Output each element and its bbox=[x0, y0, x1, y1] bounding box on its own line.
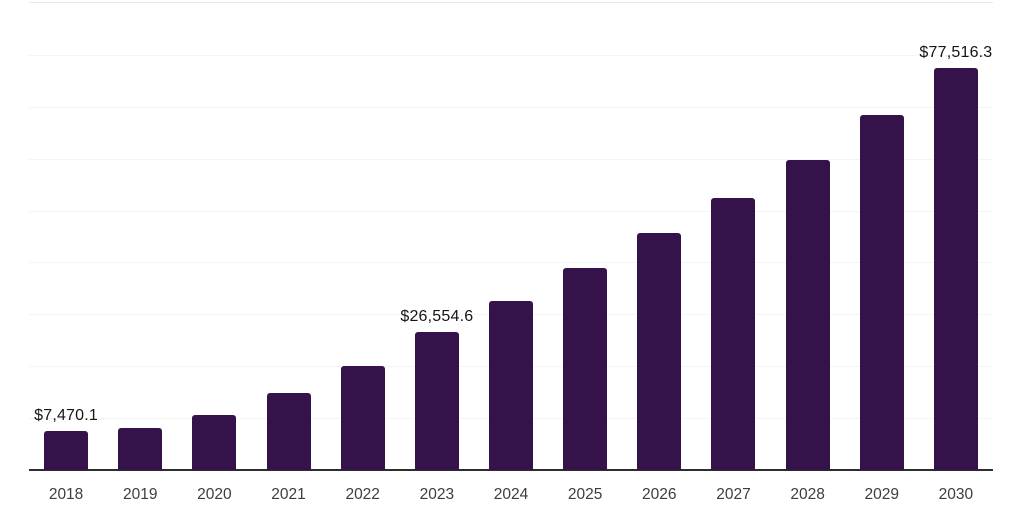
x-tick-label-2024: 2024 bbox=[493, 486, 529, 503]
x-tick-label-2018: 2018 bbox=[48, 486, 84, 503]
gridline bbox=[29, 210, 993, 212]
bar-2022 bbox=[340, 366, 385, 470]
x-tick-label-2030: 2030 bbox=[938, 486, 974, 503]
x-tick-label-2028: 2028 bbox=[790, 486, 825, 503]
x-tick-label-2021: 2021 bbox=[271, 486, 306, 503]
x-tick-label-2027: 2027 bbox=[716, 486, 751, 503]
gridline bbox=[29, 54, 993, 56]
gridline bbox=[29, 158, 993, 160]
bar-value-label-2023: $26,554.6 bbox=[400, 308, 474, 326]
bar-2027 bbox=[711, 197, 756, 470]
gridline bbox=[29, 106, 993, 108]
bar-value-label-2018: $7,470.1 bbox=[34, 407, 99, 425]
x-tick-label-2022: 2022 bbox=[345, 486, 380, 503]
gridline bbox=[29, 262, 993, 264]
bar-2020 bbox=[192, 414, 237, 470]
bar-2018 bbox=[44, 431, 89, 470]
x-axis-line bbox=[29, 469, 993, 471]
bar-2026 bbox=[637, 232, 682, 470]
bar-2029 bbox=[859, 115, 904, 470]
bar-2023 bbox=[414, 332, 459, 470]
x-axis-labels: 2018 2019 2020 2021 2022 2023 2024 2025 2026 2027… bbox=[29, 486, 993, 508]
x-tick-label-2023: 2023 bbox=[419, 486, 455, 503]
x-tick-label-2029: 2029 bbox=[864, 486, 900, 503]
bar-2028 bbox=[785, 159, 830, 470]
plot-area: $7,470.1 $26,554.6 $77,516.3 bbox=[29, 2, 993, 471]
bar-2019 bbox=[118, 427, 163, 470]
x-tick-label-2019: 2019 bbox=[122, 486, 158, 503]
bar-value-label-2030: $77,516.3 bbox=[919, 43, 993, 61]
bar-2025 bbox=[563, 268, 608, 470]
x-tick-label-2020: 2020 bbox=[197, 486, 232, 503]
bar-2024 bbox=[489, 300, 533, 470]
x-tick-label-2026: 2026 bbox=[642, 486, 677, 503]
bar-2021 bbox=[266, 393, 311, 470]
x-tick-label-2025: 2025 bbox=[567, 486, 603, 503]
bar-2030 bbox=[933, 67, 978, 470]
